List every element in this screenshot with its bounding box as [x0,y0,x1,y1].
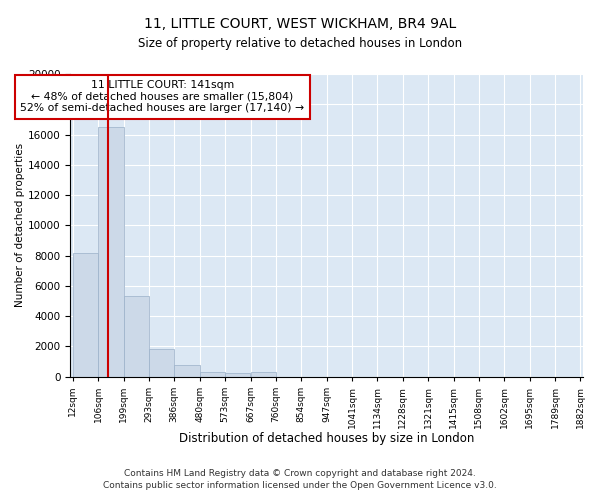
Bar [251,372,276,376]
X-axis label: Distribution of detached houses by size in London: Distribution of detached houses by size … [179,432,474,445]
Text: 11, LITTLE COURT, WEST WICKHAM, BR4 9AL: 11, LITTLE COURT, WEST WICKHAM, BR4 9AL [144,18,456,32]
Y-axis label: Number of detached properties: Number of detached properties [15,144,25,308]
Bar [124,296,149,376]
Text: Contains HM Land Registry data © Crown copyright and database right 2024.: Contains HM Land Registry data © Crown c… [124,468,476,477]
Bar [200,372,225,376]
Bar [174,366,200,376]
Text: Contains public sector information licensed under the Open Government Licence v3: Contains public sector information licen… [103,481,497,490]
Bar [225,373,250,376]
Text: Size of property relative to detached houses in London: Size of property relative to detached ho… [138,38,462,51]
Text: 11 LITTLE COURT: 141sqm
← 48% of detached houses are smaller (15,804)
52% of sem: 11 LITTLE COURT: 141sqm ← 48% of detache… [20,80,305,114]
Bar [98,127,124,376]
Bar [149,350,174,376]
Bar [73,252,98,376]
